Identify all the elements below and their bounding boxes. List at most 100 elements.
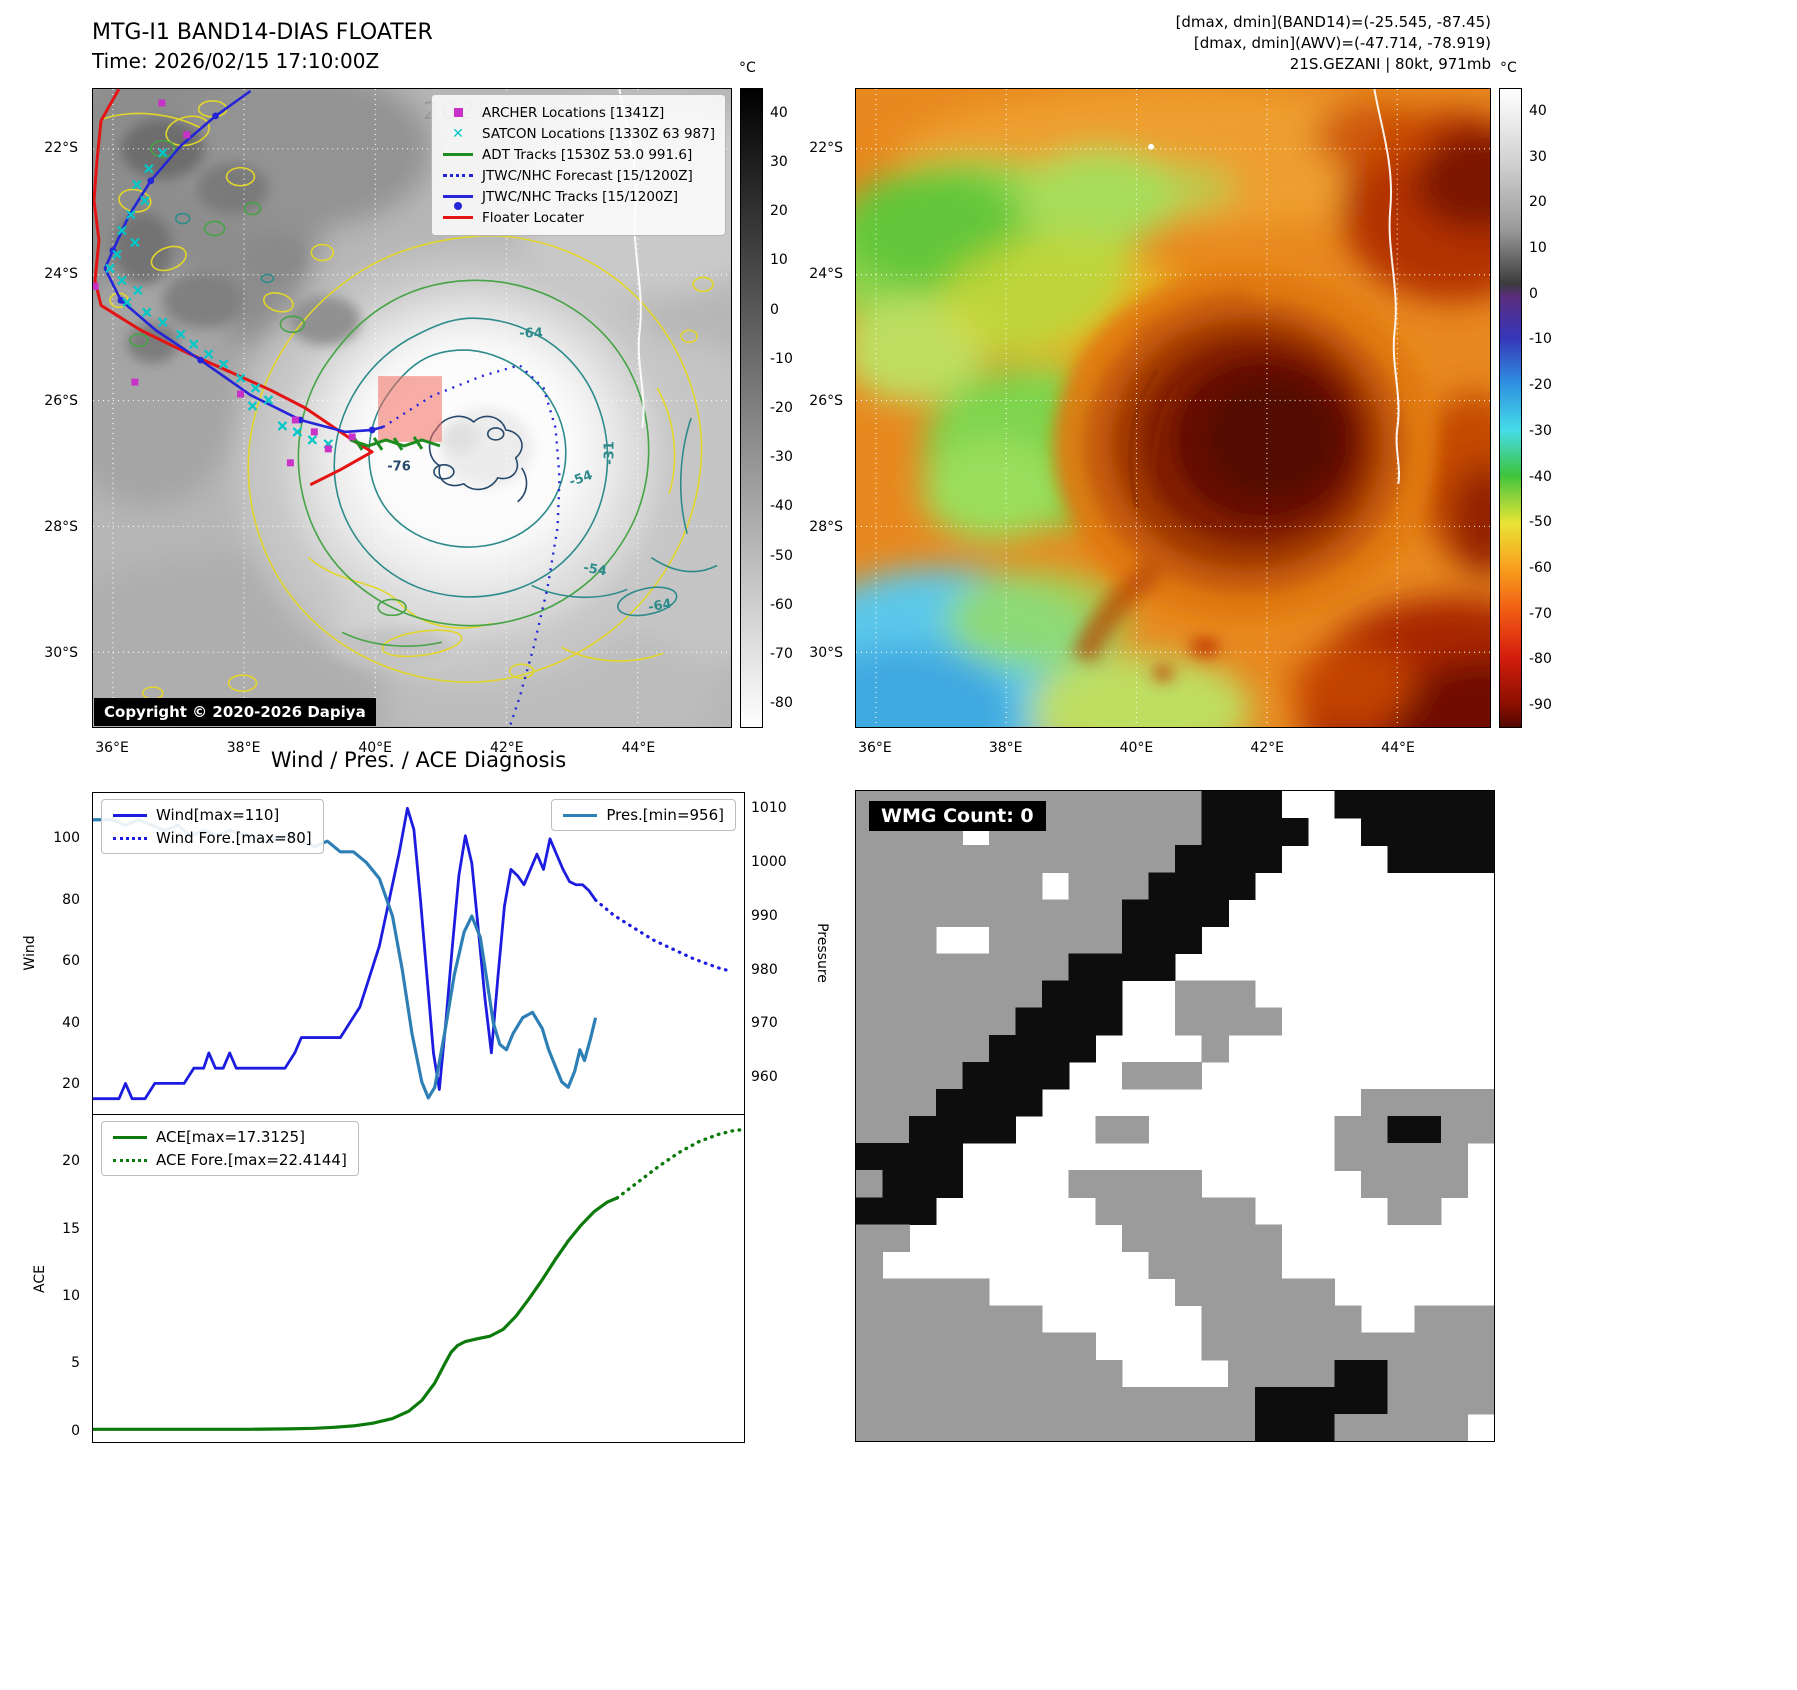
ace-y-axis: 0 5 10 15 20 [50,1114,86,1443]
colorbar-tick-label: -60 [1529,560,1552,576]
ace-plot-area [93,1127,744,1431]
contours-green [129,140,650,647]
legend-item: ARCHER Locations [1341Z] [441,102,715,123]
ace-chart: ACE[max=17.3125] ACE Fore.[max=22.4144] [92,1114,745,1443]
left-colorbar [740,88,763,728]
legend-item-ace-forecast: ACE Fore.[max=22.4144] [113,1151,347,1169]
adt-line-marker [441,153,475,156]
wind-forecast-line-sample [113,836,147,840]
axis-tick-label: 0 [71,1422,80,1439]
colorbar-tick-label: -90 [1529,697,1552,714]
legend-item: Floater Locater [441,207,715,228]
colorbar-tick-label: -70 [1529,605,1552,622]
dmax-dmin-band14: [dmax, dmin](BAND14)=(-25.545, -87.45) [1175,13,1491,31]
band14-map-panel: 2026 -64-54-76-54-64-31 ARCHER Locations… [92,88,732,728]
pressure-line-sample [563,813,598,817]
colorbar-tick-label: -40 [1529,468,1552,485]
coastline [1373,89,1400,484]
colorbar-tick-label: -60 [770,596,793,613]
wmg-grid-image [856,791,1494,1441]
satcon-markers [105,148,334,449]
eyewall-banding [1128,368,1180,509]
left-map-titles: MTG-I1 BAND14-DIAS FLOATER Time: 2026/02… [92,18,433,75]
axis-tick-label: 22°S [809,140,843,157]
axis-tick-label: 42°E [1250,740,1285,756]
enhanced-ir-image [856,89,1490,727]
right-map-x-axis: 36°E 38°E 40°E 42°E 44°E [855,734,1491,756]
axis-tick-label: 38°E [988,740,1023,756]
legend-item-wind-forecast: Wind Fore.[max=80] [113,829,312,847]
axis-tick-label: 40°E [1119,740,1154,756]
colorbar-tick-label: 10 [770,252,788,269]
colorbar-tick-label: -80 [770,695,793,712]
axis-tick-label: 30°S [809,644,843,661]
legend-item: JTWC/NHC Tracks [15/1200Z] [441,186,715,210]
ace-line-sample [113,1135,147,1139]
axis-tick-label: 990 [751,907,778,924]
pressure-legend: Pres.[min=956] [551,799,736,831]
axis-tick-label: 44°E [1381,740,1415,756]
pressure-axis-label: Pressure [814,923,830,983]
right-colorbar-unit: °C [1500,60,1517,76]
wind-legend-label: Wind[max=110] [156,806,280,824]
right-map-headers: [dmax, dmin](BAND14)=(-25.545, -87.45) [… [855,12,1491,75]
contours-navy [428,415,528,503]
axis-tick-label: 80 [62,891,80,908]
series-wind-fore- [593,898,730,972]
colorbar-tick-label: -70 [770,646,793,663]
adt-track [349,436,441,451]
wind-axis-label: Wind [22,935,38,971]
axis-tick-label: 100 [53,830,80,847]
map-gridlines [856,89,1490,727]
legend-item-label: SATCON Locations [1330Z 63 987] [482,125,715,142]
axis-tick-label: 15 [62,1220,80,1237]
map-legend: ARCHER Locations [1341Z] ✕ SATCON Location… [431,94,726,236]
colorbar-tick-label: 40 [1529,102,1547,119]
colorbar-tick-label: 10 [1529,240,1547,256]
wmg-count-badge: WMG Count: 0 [869,801,1046,831]
colorbar-tick-label: 20 [770,203,788,220]
colorbar-tick-label: -50 [1529,514,1552,531]
storm-core [1053,270,1437,681]
colorbar-tick-label: 30 [1529,148,1547,165]
track-line-dot-marker [443,195,473,198]
hot-pixel [1148,143,1155,150]
track-line-dot-marker [441,195,475,210]
contours-yellow [102,100,714,700]
legend-item-wind: Wind[max=110] [113,806,312,824]
forecast-dotted-marker [443,174,473,177]
wind-pressure-chart: Wind[max=110] Wind Fore.[max=80] Pres.[m… [92,792,745,1115]
ace-forecast-line-sample [113,1158,147,1162]
dmax-dmin-awv: [dmax, dmin](AWV)=(-47.714, -78.919) [1193,34,1491,52]
ace-forecast-legend-label: ACE Fore.[max=22.4144] [156,1151,347,1169]
axis-tick-label: 28°S [809,518,843,535]
legend-item: ADT Tracks [1530Z 53.0 991.6] [441,144,715,165]
forecast-dotted-marker [441,174,475,177]
legend-item-label: JTWC/NHC Forecast [15/1200Z] [482,167,693,184]
axis-tick-label: 26°S [809,392,843,409]
ace-legend-label: ACE[max=17.3125] [156,1128,305,1146]
ace-axis-label: ACE [32,1265,48,1293]
axis-tick-label: 26°S [44,392,78,409]
satcon-x-marker: ✕ [452,125,464,142]
pressure-y-axis: 960 970 980 990 1000 1010 [745,792,797,1115]
legend-item: ✕ SATCON Locations [1330Z 63 987] [441,123,715,144]
diagnosis-title: Wind / Pres. / ACE Diagnosis [270,748,567,772]
axis-tick-label: 60 [62,953,80,970]
jtwc-forecast-track [382,363,561,727]
legend-item: JTWC/NHC Forecast [15/1200Z] [441,165,715,186]
colorbar-tick-label: -50 [770,547,793,564]
left-colorbar-unit: °C [739,60,756,76]
adt-line-marker [443,153,473,156]
wmg-map-panel: WMG Count: 0 [855,790,1495,1442]
left-map-y-axis: 22°S 24°S 26°S 28°S 30°S [0,88,86,728]
colorbar-tick-label: -20 [1529,377,1552,394]
ace-legend: ACE[max=17.3125] ACE Fore.[max=22.4144] [101,1121,359,1176]
timestamp: Time: 2026/02/15 17:10:00Z [92,49,380,73]
colorbar-tick-label: 20 [1529,194,1547,211]
colorbar-tick-label: -80 [1529,651,1552,668]
archer-markers [93,99,356,467]
axis-tick-label: 1000 [751,853,787,870]
series-pres- [93,818,598,1100]
